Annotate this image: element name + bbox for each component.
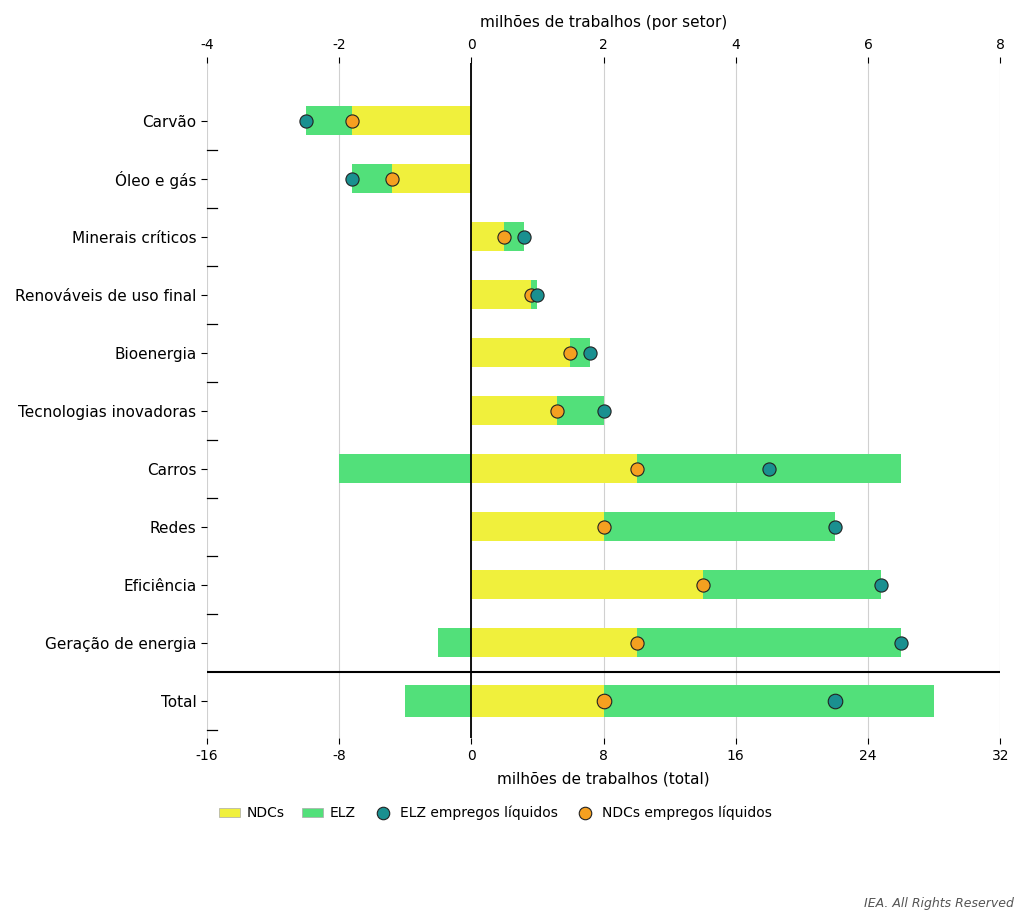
Point [344, 113, 360, 128]
Bar [471, 512, 603, 541]
Point [595, 519, 611, 534]
Point [497, 229, 513, 244]
Bar [471, 685, 603, 717]
X-axis label: milhões de trabalhos (por setor): milhões de trabalhos (por setor) [480, 15, 727, 30]
X-axis label: milhões de trabalhos (total): milhões de trabalhos (total) [498, 771, 710, 786]
Bar [471, 570, 702, 599]
Point [298, 113, 314, 128]
Bar [471, 396, 603, 425]
Bar [392, 165, 471, 193]
Point [384, 171, 400, 186]
Bar [306, 106, 471, 135]
Bar [339, 454, 901, 483]
Point [595, 403, 611, 418]
Point [344, 171, 360, 186]
Bar [438, 628, 901, 657]
Bar [471, 454, 637, 483]
Bar [471, 222, 505, 251]
Point [549, 403, 565, 418]
Text: IEA. All Rights Reserved: IEA. All Rights Reserved [864, 897, 1014, 910]
Bar [471, 512, 835, 541]
Legend: NDCs, ELZ, ELZ empregos líquidos, NDCs empregos líquidos: NDCs, ELZ, ELZ empregos líquidos, NDCs e… [214, 800, 777, 826]
Bar [352, 106, 471, 135]
Bar [471, 628, 637, 657]
Point [629, 461, 645, 476]
Point [562, 346, 579, 360]
Point [873, 577, 890, 592]
Point [522, 288, 539, 302]
Point [516, 229, 532, 244]
Point [826, 519, 843, 534]
Bar [471, 338, 570, 367]
Bar [352, 165, 471, 193]
Bar [406, 685, 934, 717]
Point [893, 635, 909, 650]
Point [761, 461, 777, 476]
Bar [471, 338, 590, 367]
Bar [471, 570, 882, 599]
Point [694, 577, 711, 592]
Point [582, 346, 598, 360]
Point [529, 288, 546, 302]
Bar [471, 280, 530, 309]
Bar [471, 280, 538, 309]
Bar [471, 222, 524, 251]
Point [629, 635, 645, 650]
Point [595, 693, 611, 708]
Point [826, 693, 843, 708]
Bar [471, 396, 557, 425]
